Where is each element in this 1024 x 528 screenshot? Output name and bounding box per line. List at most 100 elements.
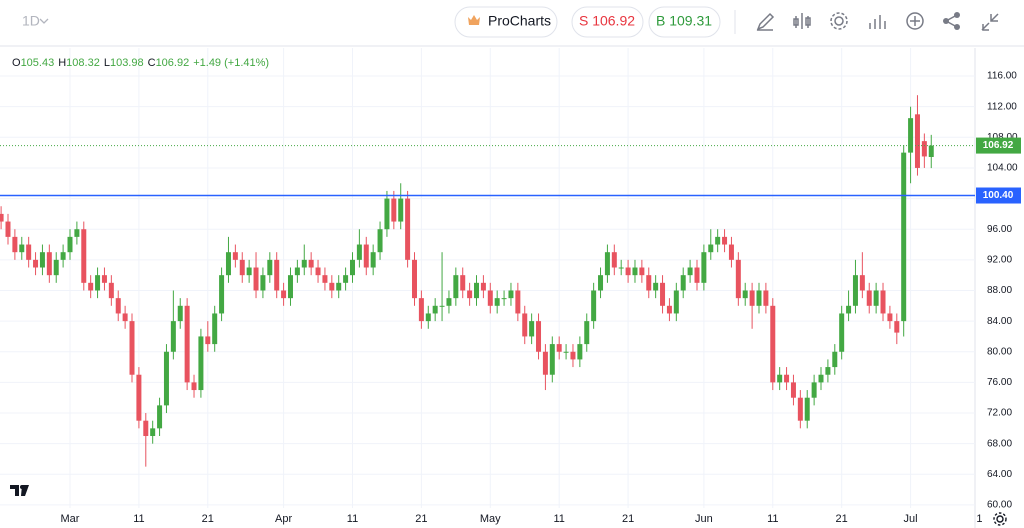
settings-ring[interactable] bbox=[830, 12, 848, 30]
ohlc-value: 108.32 bbox=[66, 57, 100, 69]
ohlc-value: 105.43 bbox=[21, 57, 55, 69]
gear-center[interactable] bbox=[996, 515, 1004, 523]
candle-body bbox=[542, 351, 548, 375]
candle-body bbox=[687, 267, 693, 276]
ohlc-value: 106.92 bbox=[156, 57, 190, 69]
candle-body bbox=[508, 290, 514, 299]
candle-body bbox=[150, 428, 156, 437]
candle-body bbox=[501, 298, 507, 300]
logo-bg bbox=[6, 478, 36, 502]
x-tick-label: 21 bbox=[415, 513, 427, 525]
add-icon[interactable] bbox=[906, 12, 924, 30]
candle-body bbox=[673, 290, 679, 314]
gear-ring[interactable] bbox=[993, 512, 1007, 526]
candle-body bbox=[391, 198, 397, 222]
candle-body bbox=[852, 275, 858, 306]
procharts-label: ProCharts bbox=[488, 13, 551, 29]
candle-body bbox=[790, 382, 796, 398]
candle-body bbox=[487, 290, 493, 306]
candle-body bbox=[818, 374, 824, 383]
candle-body bbox=[232, 252, 238, 260]
candle-body bbox=[81, 229, 87, 283]
candle-body bbox=[584, 321, 590, 345]
candle-body bbox=[212, 313, 218, 345]
ohlc-text: O105.43 H108.32 L103.98 C106.92 +1.49 (+1.41… bbox=[12, 57, 269, 69]
candle-body bbox=[928, 145, 934, 157]
candles-icon[interactable] bbox=[793, 13, 811, 29]
candle-body bbox=[646, 275, 652, 291]
x-tick-label: Jun bbox=[695, 513, 713, 525]
candle-body bbox=[460, 275, 466, 291]
candle-body bbox=[253, 267, 259, 291]
x-tick-label: 11 bbox=[347, 513, 358, 525]
candle-body bbox=[5, 221, 11, 237]
candle-body bbox=[336, 282, 342, 291]
y-tick-label: 96.00 bbox=[987, 224, 1012, 235]
x-tick-label: 21 bbox=[836, 513, 848, 525]
x-tick-label: 11 bbox=[553, 513, 564, 525]
draw-icon[interactable] bbox=[756, 12, 775, 31]
indicators-icon[interactable] bbox=[869, 15, 886, 29]
candle-body bbox=[625, 267, 631, 276]
candle-body bbox=[811, 382, 817, 398]
ohlc-value: 103.98 bbox=[110, 57, 144, 69]
buy-button[interactable] bbox=[648, 6, 721, 38]
candle-body bbox=[363, 244, 369, 268]
candle-body bbox=[294, 267, 300, 276]
ohlc-key: L bbox=[104, 57, 110, 69]
candle-body bbox=[343, 275, 349, 283]
interval[interactable]: 1D bbox=[22, 13, 40, 29]
share-dot bbox=[954, 12, 960, 18]
settings-icon[interactable] bbox=[834, 16, 844, 26]
candle-body bbox=[108, 282, 114, 299]
candle-body bbox=[267, 259, 273, 276]
y-tick-label: 84.00 bbox=[987, 316, 1012, 327]
candle-body bbox=[205, 336, 211, 345]
candle-body bbox=[19, 244, 25, 253]
chevron[interactable] bbox=[39, 18, 49, 24]
candle-body bbox=[549, 344, 555, 375]
collapse-icon[interactable] bbox=[981, 13, 999, 31]
y-tick-label: 68.00 bbox=[987, 438, 1012, 449]
candle-body bbox=[653, 282, 659, 291]
y-tick-label: 104.00 bbox=[987, 163, 1018, 174]
x-tick-label: Jul bbox=[904, 513, 918, 525]
candle-body bbox=[33, 259, 39, 268]
candle-body bbox=[74, 229, 80, 237]
procharts-button[interactable] bbox=[454, 6, 558, 38]
candle-body bbox=[715, 236, 721, 245]
candle-body bbox=[515, 290, 521, 314]
candle-body bbox=[825, 367, 831, 375]
candle-body bbox=[770, 305, 776, 383]
candle-body bbox=[308, 259, 314, 268]
price-label: 106.92 bbox=[983, 140, 1014, 151]
candle-body bbox=[95, 275, 101, 291]
candle-body bbox=[315, 267, 321, 276]
axis-settings[interactable] bbox=[993, 512, 1007, 526]
x-tick-label: 11 bbox=[133, 513, 144, 525]
candle-body bbox=[522, 313, 528, 337]
candle-body bbox=[846, 305, 852, 314]
sell-button[interactable] bbox=[571, 6, 644, 38]
add-plus[interactable] bbox=[910, 16, 920, 26]
candle-body bbox=[129, 321, 135, 375]
candle-body bbox=[412, 259, 418, 299]
y-tick-label: 88.00 bbox=[987, 285, 1012, 296]
candle-body bbox=[570, 351, 576, 360]
candle-body bbox=[494, 298, 500, 306]
candle-body bbox=[749, 290, 755, 306]
candle-body bbox=[88, 282, 94, 291]
candle-body bbox=[143, 420, 149, 437]
candle-body bbox=[425, 313, 431, 322]
candle-body bbox=[60, 252, 66, 260]
candle-body bbox=[784, 374, 790, 383]
ohlc-key: H bbox=[58, 57, 66, 69]
ohlc-key: O bbox=[12, 57, 21, 69]
y-tick-label: 76.00 bbox=[987, 377, 1012, 388]
candle-body bbox=[53, 259, 59, 276]
candle-body bbox=[708, 244, 714, 253]
candle-body bbox=[859, 275, 865, 291]
candle-body bbox=[763, 290, 769, 306]
candle-body bbox=[405, 198, 411, 260]
